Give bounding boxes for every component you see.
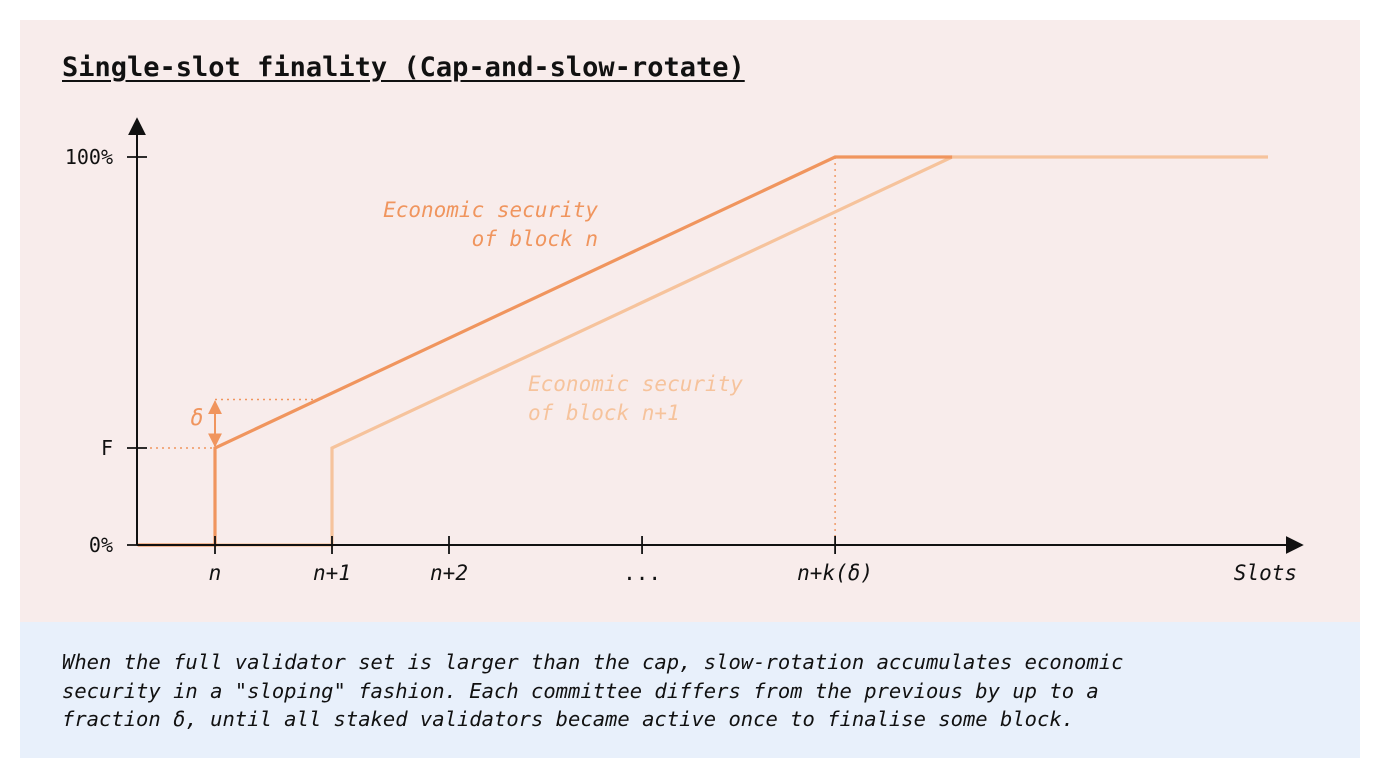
y-tick-label: 100% <box>65 145 113 169</box>
caption-line: fraction δ, until all staked validators … <box>62 707 1075 731</box>
series-label-line: of block n+1 <box>528 401 680 425</box>
caption-line: security in a "sloping" fashion. Each co… <box>62 678 1099 703</box>
caption-line: When the full validator set is larger th… <box>62 650 1124 674</box>
labels-layer: 0% F 100% n n+1 n+2... n+k(δ) Slots Economic sec… <box>65 145 1297 585</box>
delta-label: δ <box>190 406 203 431</box>
y-tick-label: F <box>101 436 113 460</box>
guide-lines <box>150 157 836 545</box>
y-tick-label: 0% <box>89 533 113 557</box>
x-tick-label: ... <box>623 561 661 585</box>
series-label-line: Economic security <box>528 372 743 396</box>
caption-panel <box>20 622 1360 758</box>
series-label-line: Economic security <box>383 198 598 222</box>
x-tick-label: n <box>209 561 222 585</box>
series-layer <box>137 155 1268 547</box>
caption: When the full validator set is larger th… <box>62 648 1352 734</box>
axes-layer <box>127 117 1304 554</box>
x-tick-label: n+k(δ) <box>797 561 873 585</box>
chart-title: Single-slot finality (Cap-and-slow-rotat… <box>62 52 745 83</box>
x-axis-label: Slots <box>1234 561 1297 585</box>
x-tick-label: n+2 <box>430 561 468 585</box>
series-label-line: of block n <box>472 227 598 251</box>
x-tick-label: n+1 <box>313 561 351 585</box>
series-block-n1-line <box>215 155 1268 547</box>
chart-panel <box>20 20 1360 622</box>
